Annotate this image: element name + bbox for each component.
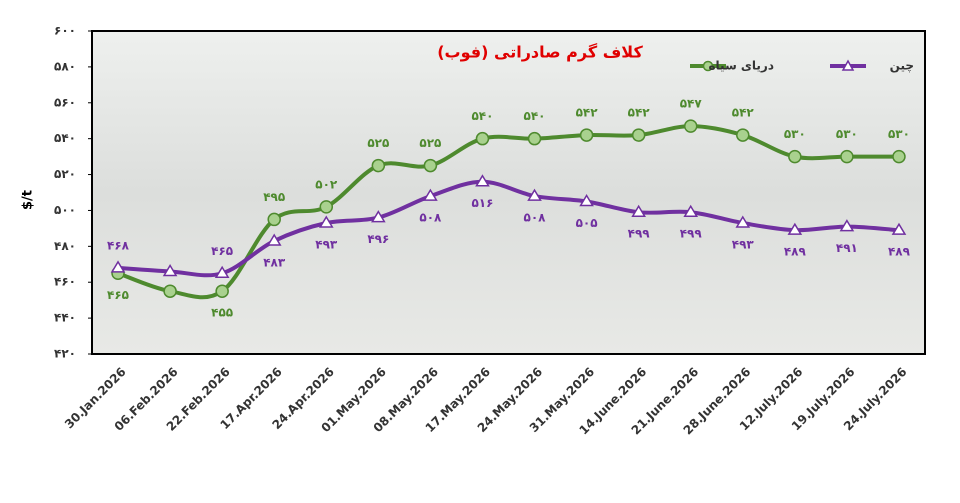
data-label: ۴۶۸	[107, 238, 130, 252]
legend-label: دریای سیاه	[708, 59, 774, 73]
data-label: ۵۳۰	[784, 127, 806, 141]
data-point	[475, 174, 490, 187]
data-label: ۵۰۵	[576, 216, 598, 230]
data-label: ۴۶۵	[211, 244, 233, 258]
data-point	[318, 215, 334, 228]
plot-area	[91, 30, 926, 355]
data-label: ۴۵۵	[211, 306, 233, 320]
data-label: ۴۸۹	[784, 245, 807, 259]
y-tick-label: ۴۸۰	[54, 239, 76, 253]
data-point	[840, 149, 854, 164]
data-point	[631, 204, 646, 217]
data-point	[475, 131, 490, 146]
y-tick-label: ۴۲۰	[54, 347, 76, 361]
data-point	[267, 212, 281, 227]
data-label: ۵۴۲	[628, 106, 651, 120]
data-label: ۴۹۵	[263, 190, 285, 204]
chart-title: کلاف گرم صادراتی (فوب)	[437, 43, 643, 62]
data-point	[527, 131, 542, 146]
data-point	[527, 188, 542, 201]
data-label: ۵۳۰	[836, 127, 858, 141]
legend-marker	[841, 59, 855, 71]
y-tick-label: ۵۲۰	[54, 167, 76, 181]
y-tick-label: ۵۶۰	[54, 95, 76, 109]
data-label: ۵۴۷	[680, 97, 703, 111]
data-point	[735, 215, 751, 228]
data-label: ۵۴۰	[524, 109, 546, 123]
data-point	[631, 128, 646, 142]
y-tick-label: ۵۰۰	[54, 203, 76, 217]
data-point	[579, 194, 594, 207]
data-label: ۵۱۶	[471, 196, 493, 210]
data-label: ۴۹۳	[315, 238, 338, 252]
data-label: ۴۹۱	[836, 241, 858, 255]
data-point	[423, 188, 438, 201]
data-label: ۵۴۲	[576, 106, 599, 120]
data-point	[683, 204, 699, 217]
y-tick-label: ۶۰۰	[54, 24, 76, 38]
data-label: ۴۹۶	[367, 232, 389, 246]
data-label: ۵۲۵	[419, 136, 441, 150]
data-point	[787, 222, 803, 235]
data-label: ۵۰۸	[524, 211, 547, 225]
data-point	[214, 265, 230, 278]
data-point	[319, 200, 334, 214]
data-label: ۴۹۳	[732, 238, 755, 252]
y-axis-label: $/t	[21, 190, 36, 210]
data-label: ۴۸۳	[263, 255, 286, 269]
data-point	[423, 158, 438, 173]
y-tick-label: ۴۴۰	[54, 311, 76, 325]
y-tick-label: ۵۴۰	[54, 131, 76, 145]
data-label: ۵۲۵	[367, 136, 389, 150]
data-point	[736, 128, 750, 142]
data-label: ۵۳۰	[888, 127, 910, 141]
data-point	[163, 284, 177, 298]
data-point	[215, 284, 229, 298]
data-label: ۵۴۰	[471, 109, 493, 123]
data-label: ۴۸۹	[888, 245, 911, 259]
legend-marker	[702, 60, 714, 72]
data-point	[371, 210, 386, 223]
data-label: ۵۴۲	[732, 106, 755, 120]
data-label: ۴۹۹	[628, 227, 651, 241]
data-point	[110, 260, 126, 273]
data-label: ۴۶۵	[107, 288, 129, 302]
data-point	[891, 222, 907, 235]
data-point	[839, 219, 855, 232]
y-tick-label: ۵۸۰	[54, 59, 76, 73]
data-point	[892, 149, 906, 164]
series-line	[117, 179, 900, 278]
data-point	[579, 128, 594, 142]
data-label: ۵۰۲	[315, 177, 338, 191]
data-point	[266, 233, 282, 246]
data-label: ۴۹۹	[680, 227, 703, 241]
data-point	[788, 149, 802, 164]
legend-label: چین	[890, 59, 914, 73]
data-label: ۵۰۸	[419, 211, 442, 225]
y-tick-label: ۴۶۰	[54, 275, 76, 289]
data-point	[683, 119, 698, 133]
data-point	[371, 158, 386, 173]
data-point	[162, 263, 178, 277]
